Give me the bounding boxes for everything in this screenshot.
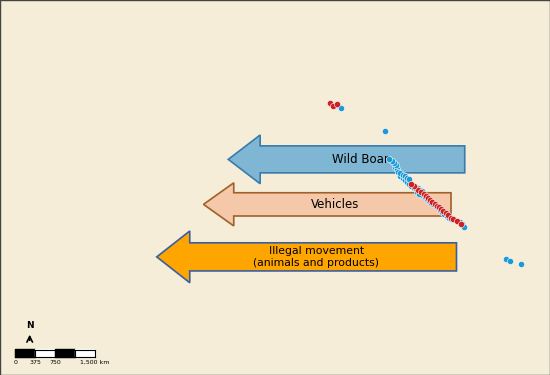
Text: 0: 0: [13, 360, 18, 365]
Text: Vehicles: Vehicles: [311, 198, 360, 211]
Text: Wild Boar: Wild Boar: [332, 153, 389, 166]
Text: 750: 750: [50, 360, 61, 365]
FancyArrow shape: [157, 231, 456, 283]
Text: Illegal movement
(animals and products): Illegal movement (animals and products): [253, 246, 379, 268]
Text: N: N: [26, 321, 34, 330]
FancyArrow shape: [204, 183, 451, 226]
Text: 1,500 km: 1,500 km: [80, 360, 110, 365]
FancyArrow shape: [228, 135, 465, 184]
Text: 375: 375: [29, 360, 41, 365]
